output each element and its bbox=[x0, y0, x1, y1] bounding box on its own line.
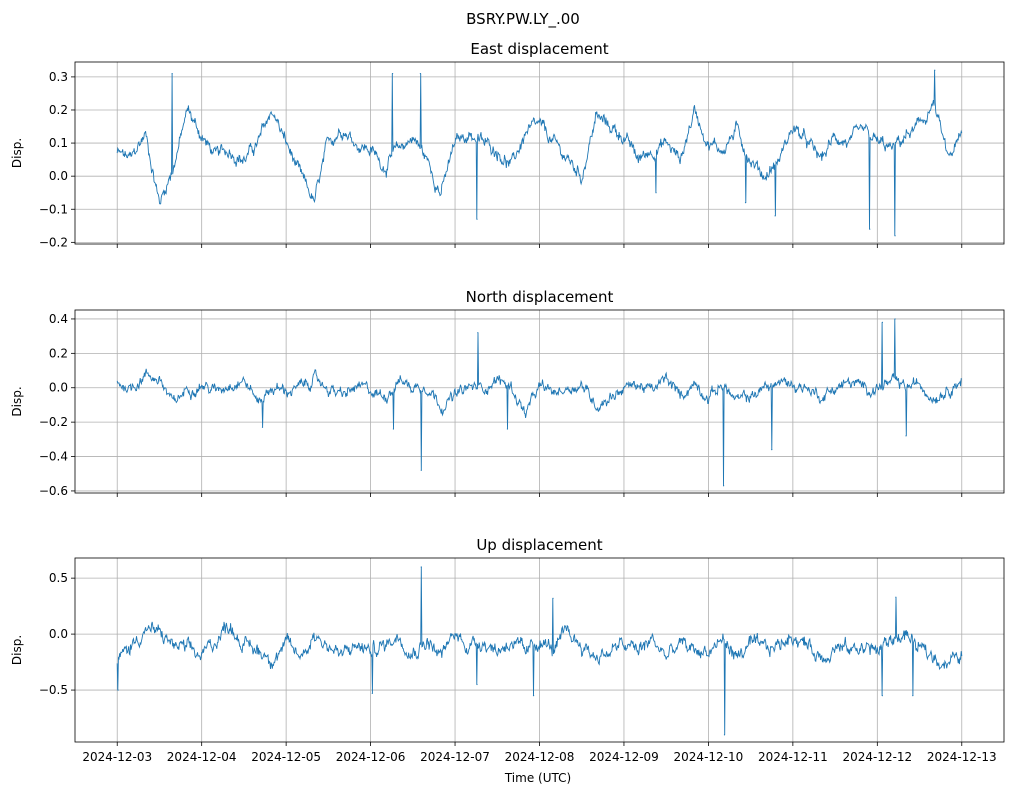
x-tick-label: 2024-12-03 bbox=[82, 750, 152, 764]
y-axis-label: Disp. bbox=[10, 635, 24, 665]
spike-point bbox=[655, 192, 657, 194]
x-tick-label: 2024-12-04 bbox=[167, 750, 237, 764]
x-tick-label: 2024-12-07 bbox=[420, 750, 490, 764]
spike-point bbox=[895, 596, 897, 598]
spike-point bbox=[371, 692, 373, 695]
x-tick-label: 2024-12-05 bbox=[251, 750, 321, 764]
spike-point bbox=[912, 695, 914, 697]
spike-point bbox=[723, 734, 726, 736]
subplot-title: North displacement bbox=[466, 288, 614, 306]
x-tick-label: 2024-12-12 bbox=[842, 750, 912, 764]
spike-point bbox=[419, 72, 422, 75]
spike-point bbox=[420, 566, 422, 568]
spike-point bbox=[117, 689, 119, 691]
subplot-up: Up displacement 2024-12-03 2024-12-04 2024-… bbox=[10, 536, 1005, 764]
spike-point bbox=[771, 449, 773, 451]
spike-point bbox=[552, 597, 554, 599]
y-tick-label: 0.2 bbox=[49, 103, 68, 117]
x-tick-label: 2024-12-10 bbox=[674, 750, 744, 764]
spike-point bbox=[881, 695, 883, 697]
subplot-title: East displacement bbox=[470, 40, 608, 58]
spike-point bbox=[391, 72, 394, 75]
spike-point bbox=[894, 318, 896, 320]
x-tick-label: 2024-12-06 bbox=[336, 750, 406, 764]
y-tick-label: −0.4 bbox=[39, 450, 68, 464]
series-line bbox=[116, 566, 963, 735]
subplot-title: Up displacement bbox=[476, 536, 602, 554]
x-tick-label: 2024-12-09 bbox=[589, 750, 659, 764]
axes-frame bbox=[74, 61, 1005, 245]
spike-point bbox=[934, 69, 936, 71]
subplot-east: East displacement −0.2 −0.1 0.0 0.1 0.2 0.3 Dis… bbox=[10, 40, 1005, 249]
x-tick-label: 2024-12-11 bbox=[758, 750, 828, 764]
spike-point bbox=[420, 469, 422, 471]
y-tick-label: −0.2 bbox=[39, 415, 68, 429]
spike-point bbox=[881, 321, 883, 323]
axes-frame bbox=[74, 309, 1005, 494]
y-tick-label: 0.5 bbox=[49, 571, 68, 585]
y-tick-label: −0.1 bbox=[39, 202, 68, 216]
spike-point bbox=[905, 435, 907, 437]
y-tick-label: 0.2 bbox=[49, 346, 68, 360]
spike-point bbox=[869, 228, 871, 230]
axes-frame bbox=[74, 557, 1005, 743]
y-tick-label: 0.1 bbox=[49, 136, 68, 150]
spike-point bbox=[744, 202, 747, 204]
figure-title: BSRY.PW.LY_.00 bbox=[466, 10, 580, 29]
spike-point bbox=[171, 72, 173, 75]
series-line bbox=[116, 318, 962, 486]
y-tick-label: 0.0 bbox=[49, 627, 68, 641]
subplot-north: North displacement −0.6 −0.4 −0.2 0.0 0.2 0.4 D… bbox=[10, 288, 1005, 498]
spike-point bbox=[261, 426, 264, 428]
y-tick-label: 0.0 bbox=[49, 381, 68, 395]
y-tick-label: −0.6 bbox=[39, 484, 68, 498]
y-axis-label: Disp. bbox=[10, 386, 24, 416]
x-tick-label: 2024-12-08 bbox=[505, 750, 575, 764]
series-line bbox=[116, 70, 963, 236]
spike-point bbox=[476, 218, 478, 220]
spike-point bbox=[894, 235, 896, 237]
y-tick-label: −0.5 bbox=[39, 683, 68, 697]
x-tick-label: 2024-12-13 bbox=[927, 750, 997, 764]
y-tick-label: 0.0 bbox=[49, 169, 68, 183]
spike-point bbox=[476, 683, 478, 686]
spike-point bbox=[723, 485, 725, 487]
spike-point bbox=[532, 695, 535, 697]
spike-point bbox=[392, 428, 394, 430]
y-tick-label: 0.3 bbox=[49, 70, 68, 84]
y-tick-label: −0.2 bbox=[39, 235, 68, 249]
y-axis-label: Disp. bbox=[10, 138, 24, 168]
y-tick-label: 0.4 bbox=[49, 312, 68, 326]
spike-point bbox=[774, 215, 776, 217]
spike-point bbox=[506, 428, 509, 430]
spike-point bbox=[477, 332, 479, 334]
x-axis-label: Time (UTC) bbox=[504, 771, 571, 785]
